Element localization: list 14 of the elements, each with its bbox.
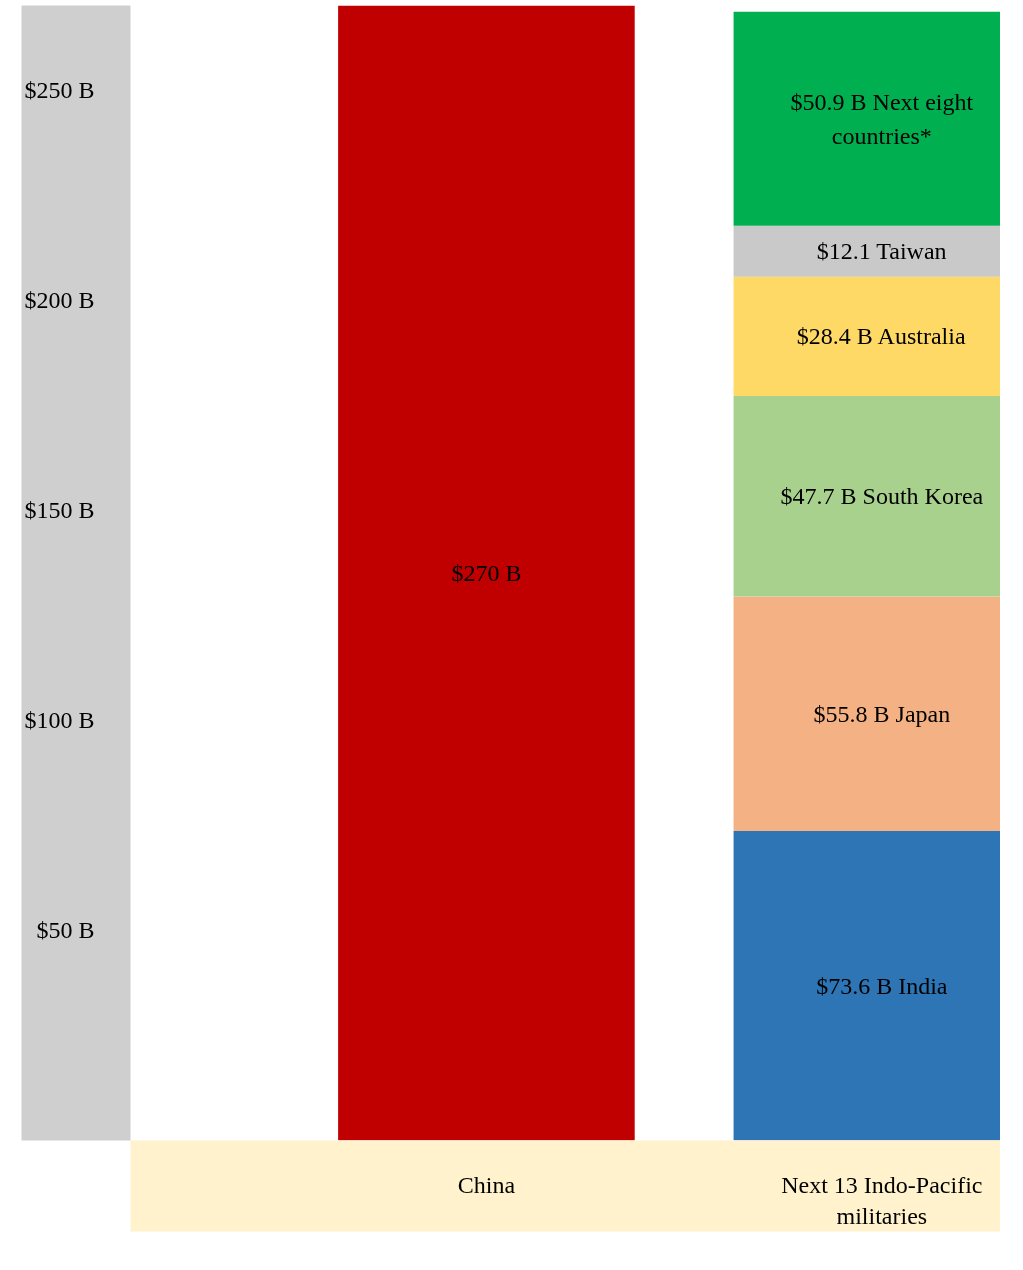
data-label: $12.1 Taiwan <box>816 238 947 265</box>
x-tick-label: Next 13 Indo-Pacific militaries <box>781 1171 983 1229</box>
y-tick-label: $200 B <box>24 286 95 313</box>
data-label: $47.7 B South Korea <box>780 483 984 510</box>
y-tick-label: $50 B <box>36 917 95 944</box>
x-tick-label: China <box>457 1171 516 1198</box>
data-label: $50.9 B Next eight countries* <box>790 88 974 149</box>
y-tick-label: $250 B <box>24 76 95 103</box>
y-tick-label: $150 B <box>24 496 95 523</box>
data-label: $28.4 B Australia <box>796 323 966 350</box>
data-label: $270 B <box>451 560 522 586</box>
data-label: $55.8 B Japan <box>813 700 951 727</box>
y-tick-label: $100 B <box>24 707 95 734</box>
data-label: $73.6 B India <box>816 972 948 999</box>
